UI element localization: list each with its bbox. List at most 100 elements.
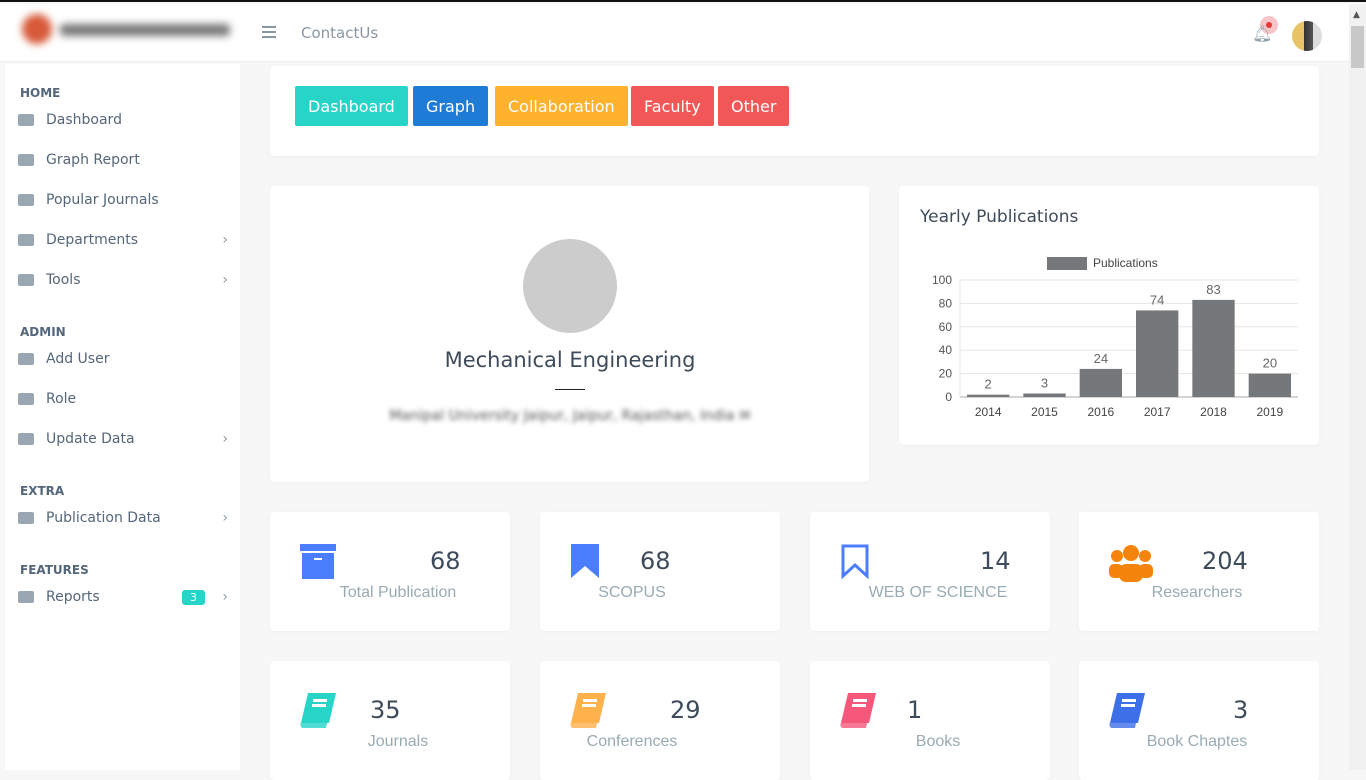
bar-2019[interactable] <box>1248 373 1291 397</box>
y-tick-label: 100 <box>932 273 952 287</box>
scrollbar[interactable]: ▲ <box>1349 4 1366 770</box>
bookmark-filled-icon <box>570 544 606 580</box>
sidebar-item-label: Add User <box>46 351 110 367</box>
sidebar-item-reports[interactable]: Reports 3 › <box>5 582 240 612</box>
department-name: Mechanical Engineering <box>444 348 696 372</box>
stat-label: Books <box>915 733 961 750</box>
bar-2018[interactable] <box>1192 299 1235 397</box>
stat-value: 29 <box>670 696 701 724</box>
table-icon <box>18 512 34 524</box>
divider <box>555 389 585 390</box>
contact-us-link[interactable]: ContactUs <box>301 24 379 42</box>
sidebar-item-label: Graph Report <box>46 152 140 168</box>
book-icon <box>1109 693 1145 729</box>
stat-label: Researchers <box>1151 584 1243 601</box>
profile-card <box>270 186 869 482</box>
book-icon <box>570 693 606 729</box>
sidebar-item-popular-journals[interactable]: Popular Journals <box>5 185 240 215</box>
bar-2017[interactable] <box>1136 310 1179 397</box>
chevron-right-icon[interactable]: › <box>222 431 228 447</box>
data-label: 20 <box>1263 356 1277 371</box>
x-tick-label: 2017 <box>1144 405 1171 419</box>
book-icon <box>18 591 34 603</box>
sidebar-item-departments[interactable]: Departments › <box>5 225 240 255</box>
data-label: 83 <box>1206 282 1220 297</box>
sidebar-item-update-data[interactable]: Update Data › <box>5 424 240 454</box>
stat-value: 1 <box>907 696 923 724</box>
top-bar: ContactUs 🔔︎ <box>0 4 1349 62</box>
user-avatar[interactable] <box>1292 21 1322 51</box>
y-tick-label: 60 <box>939 320 953 334</box>
y-tick-label: 40 <box>939 343 953 357</box>
sidebar-item-label: Reports <box>46 589 100 605</box>
bar-2015[interactable] <box>1023 393 1066 397</box>
data-label: 2 <box>985 377 992 392</box>
x-tick-label: 2015 <box>1031 405 1058 419</box>
tab-graph[interactable]: Graph <box>413 86 489 126</box>
sidebar-item-publication-data[interactable]: Publication Data › <box>5 503 240 533</box>
sidebar-item-tools[interactable]: Tools › <box>5 265 240 295</box>
sidebar-item-label: Popular Journals <box>46 192 159 208</box>
notification-indicator <box>1260 16 1278 34</box>
stat-label: WEB OF SCIENCE <box>868 584 1008 601</box>
section-heading: HOME <box>20 86 61 100</box>
book-icon <box>18 433 34 445</box>
book-icon <box>840 693 876 729</box>
stat-value: 3 <box>1233 696 1249 724</box>
sidebar-item-add-user[interactable]: Add User <box>5 344 240 374</box>
sidebar-item-label: Dashboard <box>46 112 122 128</box>
bookmark-outline-icon <box>840 544 876 580</box>
sidebar-item-label: Publication Data <box>46 510 161 526</box>
stat-value: 68 <box>640 547 671 575</box>
yearly-publications-chart: Publications 0 20 40 60 80 100 2 2014 3 2015 24 2016… <box>932 256 1298 419</box>
briefcase-icon <box>18 194 34 206</box>
scroll-up-icon[interactable]: ▲ <box>1353 10 1360 20</box>
chevron-right-icon[interactable]: › <box>222 589 228 605</box>
tab-other[interactable]: Other <box>718 86 790 126</box>
stat-value: 14 <box>980 547 1011 575</box>
tab-collaboration[interactable]: Collaboration <box>495 86 628 126</box>
sidebar-item-label: Tools <box>46 272 81 288</box>
x-tick-label: 2014 <box>975 405 1002 419</box>
briefcase-icon <box>18 393 34 405</box>
section-heading: EXTRA <box>20 484 65 498</box>
book-icon <box>300 693 336 729</box>
sidebar-item-label: Departments <box>46 232 139 248</box>
stat-label: Journals <box>367 733 429 750</box>
x-tick-label: 2016 <box>1087 405 1114 419</box>
section-heading: ADMIN <box>20 325 66 339</box>
legend-label: Publications <box>1093 256 1158 270</box>
x-tick-label: 2018 <box>1200 405 1227 419</box>
data-label: 24 <box>1094 351 1108 366</box>
menu-toggle-icon[interactable] <box>262 26 276 38</box>
briefcase-icon <box>18 353 34 365</box>
sidebar-item-label: Update Data <box>46 431 135 447</box>
tab-dashboard[interactable]: Dashboard <box>295 86 408 126</box>
chevron-right-icon[interactable]: › <box>222 272 228 288</box>
chevron-right-icon[interactable]: › <box>222 510 228 526</box>
sidebar-item-role[interactable]: Role <box>5 384 240 414</box>
y-tick-label: 20 <box>939 367 953 381</box>
bar-2014[interactable] <box>967 394 1010 397</box>
chart-title: Yearly Publications <box>920 207 1079 227</box>
bell-icon[interactable]: 🔔︎ <box>1252 24 1273 43</box>
briefcase-icon <box>18 154 34 166</box>
department-address: Manipal University Jaipur, Jaipur, Rajas… <box>389 408 751 424</box>
bar-2016[interactable] <box>1079 368 1122 397</box>
x-tick-label: 2019 <box>1256 405 1283 419</box>
stat-label: Book Chaptes <box>1146 733 1248 750</box>
university-logo[interactable] <box>8 12 238 50</box>
y-tick-label: 0 <box>945 390 952 404</box>
scrollbar-thumb[interactable] <box>1351 26 1364 68</box>
sidebar-item-dashboard[interactable]: Dashboard <box>5 105 240 135</box>
dashboard-icon <box>18 114 34 126</box>
chevron-right-icon[interactable]: › <box>222 232 228 248</box>
y-tick-label: 80 <box>939 296 953 310</box>
tab-faculty[interactable]: Faculty <box>631 86 714 126</box>
sidebar: HOME Dashboard Graph Report Popular Journal… <box>5 64 240 770</box>
stat-value: 204 <box>1202 547 1248 575</box>
stat-label: Total Publication <box>339 584 457 601</box>
stat-value: 35 <box>370 696 401 724</box>
sidebar-item-graph-report[interactable]: Graph Report <box>5 145 240 175</box>
data-label: 74 <box>1150 292 1164 307</box>
